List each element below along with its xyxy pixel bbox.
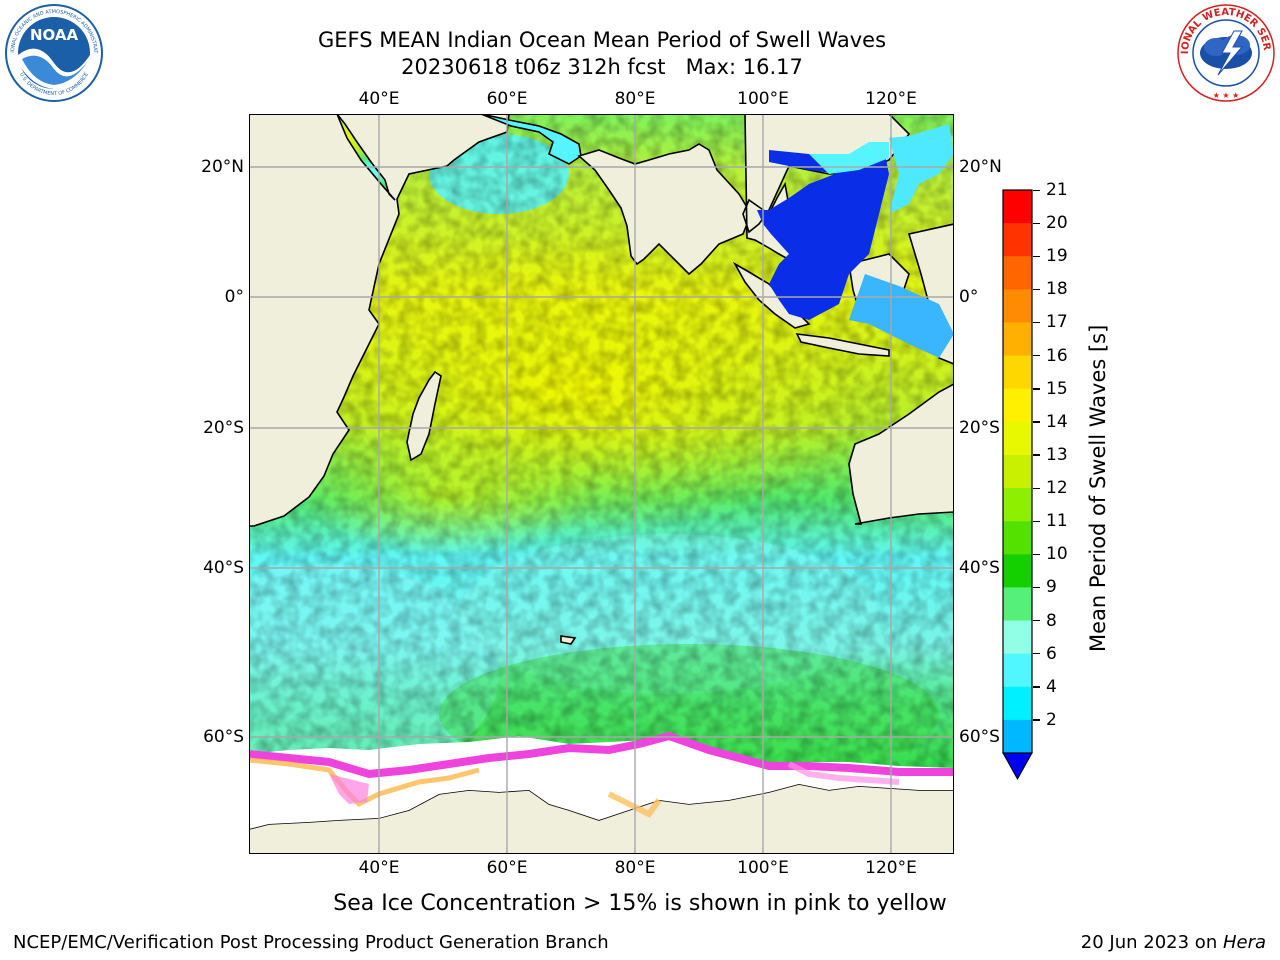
colorbar-tick-mark [1033, 255, 1040, 258]
lat-tick-right: 40°S [959, 558, 1000, 578]
colorbar-swatches [1002, 189, 1033, 781]
colorbar-tick-label: 18 [1046, 279, 1068, 300]
lon-tick-bottom: 60°E [486, 858, 528, 878]
colorbar-swatch [1003, 620, 1032, 655]
colorbar-label: Mean Period of Swell Waves [s] [1086, 324, 1110, 652]
credit-date: 20 Jun 2023 on [1080, 932, 1223, 953]
colorbar-tick-mark [1033, 454, 1040, 456]
colorbar-tick-label: 2 [1046, 709, 1057, 730]
lat-tick-left: 60°S [203, 727, 244, 747]
colorbar-swatch [1003, 653, 1032, 688]
colorbar-swatch [1003, 587, 1032, 622]
colorbar-swatch [1003, 355, 1032, 390]
colorbar-swatch [1003, 388, 1032, 423]
colorbar-swatch [1003, 521, 1032, 555]
colorbar-tick-label: 11 [1046, 511, 1068, 532]
lon-tick-bottom: 100°E [737, 858, 789, 878]
colorbar-tick-label: 21 [1046, 180, 1068, 200]
lon-tick-top: 120°E [865, 89, 917, 109]
colorbar-tick-mark [1033, 586, 1040, 589]
colorbar-swatch [1003, 322, 1032, 357]
lon-tick-bottom: 120°E [865, 858, 917, 878]
lon-tick-top: 80°E [614, 89, 656, 109]
lon-tick-top: 100°E [737, 89, 789, 109]
map-canvas [249, 114, 954, 854]
credit-right: 20 Jun 2023 on Hera [1081, 932, 1266, 953]
lat-tick-right: 20°S [959, 418, 1000, 438]
colorbar-tick-label: 9 [1046, 577, 1057, 598]
chart-title: GEFS MEAN Indian Ocean Mean Period of Sw… [317, 28, 887, 52]
colorbar-swatch [1003, 454, 1032, 489]
lat-tick-right: 20°N [959, 157, 1002, 177]
colorbar-tick-label: 17 [1046, 312, 1068, 333]
noaa-logo: NOAA NATIONAL OCEANIC AND ATMOSPHERIC AD… [1, 0, 104, 103]
chart-subtitle: 20230618 t06z 312h fcst Max: 16.17 [401, 55, 803, 79]
colorbar-tick-mark [1033, 520, 1040, 522]
colorbar-tick-mark [1033, 719, 1040, 721]
colorbar-tick-label: 12 [1046, 478, 1068, 499]
nws-logo: NATIONAL WEATHER SERVICE ★ ★ ★ [1172, 0, 1276, 103]
colorbar-tick-mark [1033, 421, 1040, 423]
short-swell-region [757, 124, 954, 358]
lon-tick-bottom: 40°E [358, 858, 400, 878]
lon-tick-bottom: 80°E [614, 858, 656, 878]
lon-tick-top: 60°E [486, 89, 528, 109]
colorbar-tick-mark [1033, 355, 1040, 357]
lat-tick-left: 40°S [203, 558, 244, 578]
lat-tick-left: 20°N [201, 157, 244, 177]
colorbar-tick-mark [1033, 222, 1040, 224]
swell-period-map [249, 114, 954, 854]
colorbar-tick-mark [1033, 620, 1040, 622]
lat-tick-right: 0° [959, 287, 979, 307]
colorbar-swatch [1003, 719, 1032, 754]
lon-tick-top: 40°E [358, 89, 400, 109]
sea-ice-note: Sea Ice Concentration > 15% is shown in … [333, 891, 947, 916]
colorbar-swatch [1003, 256, 1032, 290]
sea-ice [249, 731, 954, 829]
svg-text:★ ★ ★: ★ ★ ★ [1213, 91, 1240, 100]
colorbar-swatch [1003, 554, 1032, 589]
colorbar-swatch [1003, 190, 1032, 224]
colorbar-tick-label: 20 [1046, 213, 1068, 234]
colorbar-tick-label: 4 [1046, 676, 1057, 697]
colorbar-tick-label: 15 [1046, 378, 1068, 399]
colorbar-tick-label: 6 [1046, 643, 1057, 664]
colorbar-tick-label: 19 [1046, 246, 1068, 267]
colorbar-tick-mark [1033, 686, 1040, 688]
credit-system: Hera [1222, 932, 1266, 953]
graticule [249, 114, 954, 854]
colorbar-tick-label: 14 [1046, 411, 1068, 432]
colorbar-swatch [1003, 421, 1032, 456]
credit-left: NCEP/EMC/Verification Post Processing Pr… [13, 932, 609, 953]
colorbar-tick-label: 13 [1046, 444, 1068, 465]
colorbar-tick-mark [1033, 487, 1040, 489]
colorbar [1002, 189, 1033, 781]
colorbar-swatch [1003, 488, 1032, 522]
colorbar-tick-label: 10 [1046, 544, 1068, 565]
colorbar-swatch [1003, 289, 1032, 324]
colorbar-tick-label: 16 [1046, 345, 1068, 366]
colorbar-swatch [1003, 686, 1032, 721]
colorbar-extend-triangle [1002, 752, 1033, 781]
colorbar-tick-mark [1033, 388, 1040, 390]
colorbar-tick-label: 8 [1046, 610, 1057, 631]
lat-tick-left: 20°S [203, 418, 244, 438]
colorbar-tick-mark [1033, 321, 1040, 324]
colorbar-swatch [1003, 223, 1032, 257]
lat-tick-right: 60°S [959, 727, 1000, 747]
svg-text:NOAA: NOAA [30, 26, 79, 44]
colorbar-tick-mark [1033, 653, 1040, 655]
lat-tick-left: 0° [224, 287, 244, 307]
colorbar-tick-mark [1033, 553, 1040, 556]
colorbar-tick-mark [1033, 189, 1040, 191]
colorbar-tick-mark [1033, 288, 1040, 291]
